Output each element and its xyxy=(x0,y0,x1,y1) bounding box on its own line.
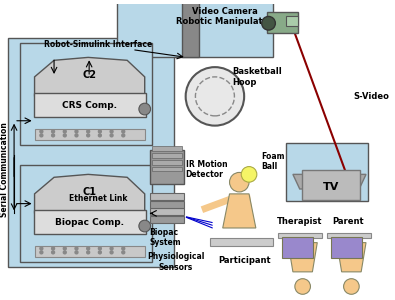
Circle shape xyxy=(52,134,55,137)
Text: Serial Communication: Serial Communication xyxy=(0,122,9,217)
Circle shape xyxy=(262,16,275,30)
Circle shape xyxy=(87,251,90,254)
Circle shape xyxy=(52,247,55,250)
Text: Therapist: Therapist xyxy=(277,217,322,226)
Polygon shape xyxy=(288,243,317,272)
Circle shape xyxy=(87,134,90,137)
Circle shape xyxy=(98,130,102,133)
Text: TV: TV xyxy=(323,182,339,192)
Circle shape xyxy=(122,134,125,137)
Circle shape xyxy=(186,67,244,126)
Circle shape xyxy=(110,130,113,133)
FancyBboxPatch shape xyxy=(34,245,145,257)
Circle shape xyxy=(139,103,150,115)
Circle shape xyxy=(40,134,43,137)
Circle shape xyxy=(122,251,125,254)
Text: C2: C2 xyxy=(82,70,96,80)
Text: Video Camera: Video Camera xyxy=(192,7,258,16)
Circle shape xyxy=(75,130,78,133)
FancyBboxPatch shape xyxy=(34,129,145,140)
Text: Parent: Parent xyxy=(333,217,364,226)
Circle shape xyxy=(295,279,310,294)
FancyBboxPatch shape xyxy=(210,238,273,245)
FancyBboxPatch shape xyxy=(150,150,184,184)
FancyBboxPatch shape xyxy=(20,43,152,145)
Text: C1: C1 xyxy=(82,187,96,197)
FancyBboxPatch shape xyxy=(150,208,184,215)
FancyBboxPatch shape xyxy=(150,193,184,200)
FancyBboxPatch shape xyxy=(331,237,362,258)
Circle shape xyxy=(344,279,359,294)
FancyBboxPatch shape xyxy=(152,167,182,171)
FancyBboxPatch shape xyxy=(286,16,298,26)
Text: IR Motion
Detector: IR Motion Detector xyxy=(186,160,227,179)
FancyBboxPatch shape xyxy=(182,0,199,57)
FancyBboxPatch shape xyxy=(286,143,368,201)
Circle shape xyxy=(229,172,249,192)
Circle shape xyxy=(98,247,102,250)
FancyBboxPatch shape xyxy=(327,233,371,238)
Circle shape xyxy=(75,247,78,250)
FancyBboxPatch shape xyxy=(267,12,298,33)
Circle shape xyxy=(98,134,102,137)
FancyBboxPatch shape xyxy=(20,165,152,262)
Circle shape xyxy=(40,247,43,250)
Circle shape xyxy=(87,130,90,133)
FancyBboxPatch shape xyxy=(278,233,322,238)
FancyBboxPatch shape xyxy=(8,38,174,267)
Text: Robot-Simulink Interface: Robot-Simulink Interface xyxy=(44,40,152,49)
Text: Participant: Participant xyxy=(218,256,271,265)
Polygon shape xyxy=(34,174,145,213)
Circle shape xyxy=(63,251,66,254)
Circle shape xyxy=(110,247,113,250)
Text: CRS Comp.: CRS Comp. xyxy=(62,101,117,110)
Circle shape xyxy=(40,130,43,133)
Polygon shape xyxy=(223,194,256,228)
Polygon shape xyxy=(293,174,366,189)
Polygon shape xyxy=(337,243,366,272)
FancyBboxPatch shape xyxy=(34,94,146,117)
Circle shape xyxy=(241,167,257,182)
Text: S-Video: S-Video xyxy=(354,92,389,101)
Circle shape xyxy=(110,134,113,137)
Polygon shape xyxy=(34,57,145,96)
Circle shape xyxy=(75,134,78,137)
Circle shape xyxy=(52,130,55,133)
Circle shape xyxy=(139,220,150,232)
Text: Foam
Ball: Foam Ball xyxy=(262,152,285,171)
FancyBboxPatch shape xyxy=(152,146,182,151)
Text: Biopac Comp.: Biopac Comp. xyxy=(55,218,124,226)
Circle shape xyxy=(110,251,113,254)
FancyBboxPatch shape xyxy=(150,216,184,223)
Circle shape xyxy=(87,247,90,250)
Circle shape xyxy=(98,251,102,254)
Text: Ethernet Link: Ethernet Link xyxy=(69,194,127,203)
Circle shape xyxy=(52,251,55,254)
Circle shape xyxy=(75,251,78,254)
Text: Robotic Manipulator: Robotic Manipulator xyxy=(176,17,273,26)
Circle shape xyxy=(40,251,43,254)
FancyBboxPatch shape xyxy=(34,210,146,234)
FancyBboxPatch shape xyxy=(152,160,182,165)
Circle shape xyxy=(63,130,66,133)
FancyBboxPatch shape xyxy=(150,201,184,208)
FancyBboxPatch shape xyxy=(302,170,360,200)
FancyBboxPatch shape xyxy=(117,0,273,57)
Circle shape xyxy=(122,130,125,133)
Circle shape xyxy=(63,134,66,137)
Text: Physiological
Sensors: Physiological Sensors xyxy=(147,252,205,272)
Text: Biopac
System: Biopac System xyxy=(150,228,181,248)
FancyBboxPatch shape xyxy=(152,153,182,158)
Text: Basketball
Hoop: Basketball Hoop xyxy=(233,67,282,87)
Circle shape xyxy=(63,247,66,250)
FancyBboxPatch shape xyxy=(282,237,313,258)
Circle shape xyxy=(122,247,125,250)
